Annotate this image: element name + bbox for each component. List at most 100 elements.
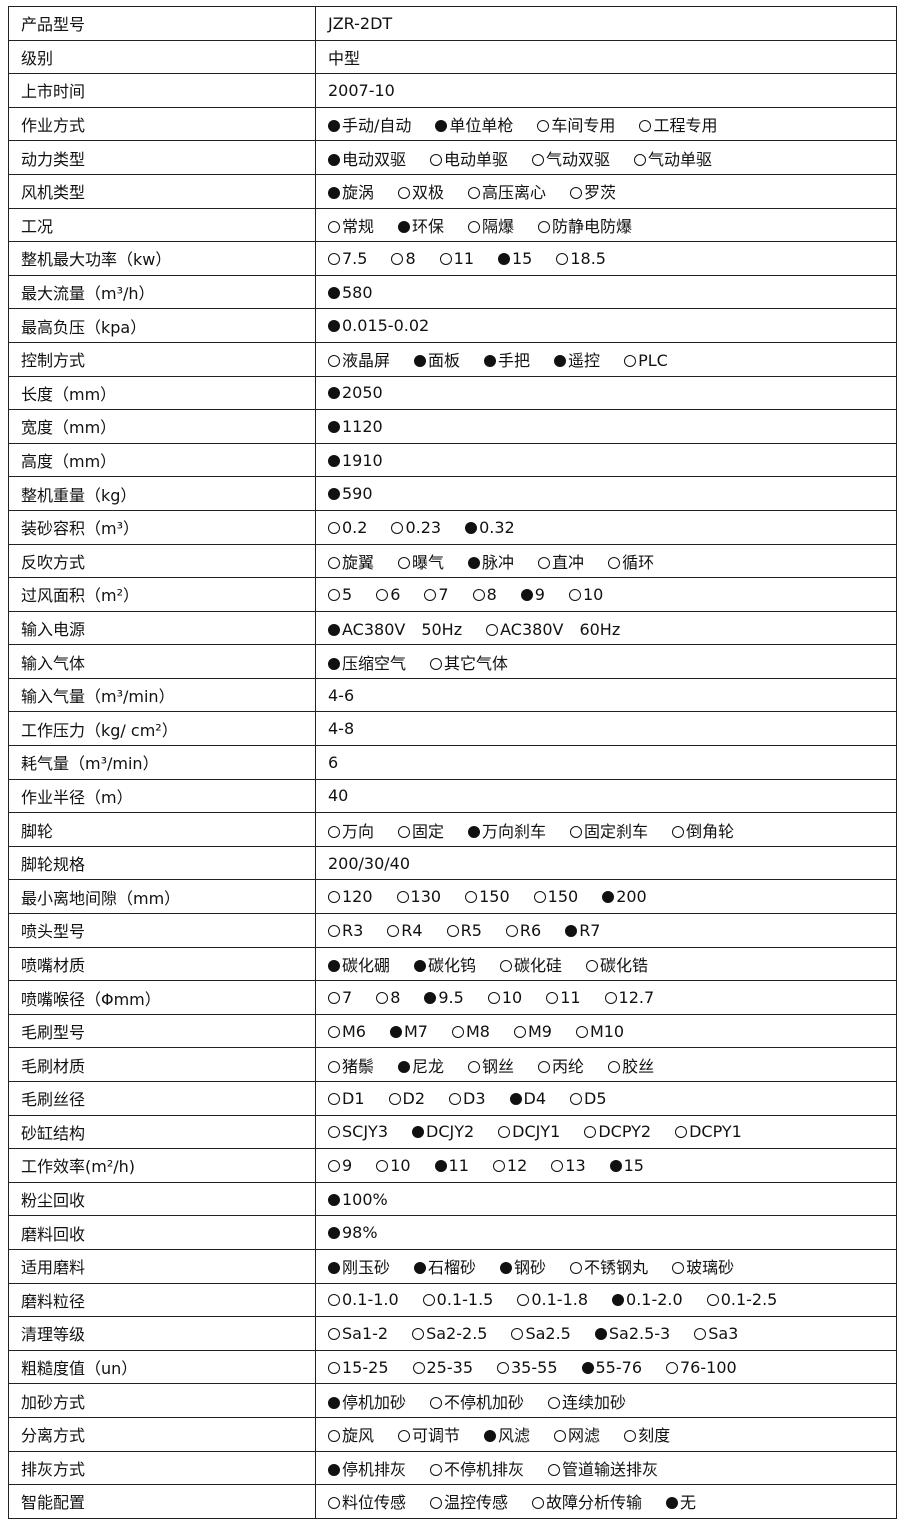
option-label: 11 (453, 248, 474, 268)
spec-option: 9.5 (424, 988, 464, 1007)
option-label: 旋涡 (342, 183, 375, 203)
table-row: 毛刷材质 猪鬃 尼龙 钢丝 丙纶 胶丝 (8, 1047, 897, 1082)
option-label: 12.7 (618, 988, 655, 1008)
empty-circle-icon (391, 252, 404, 265)
option-label: 玻璃砂 (686, 1258, 735, 1278)
table-row: 过风面积（m²） 5 6 7 8 9 10 (8, 577, 897, 612)
spec-option: 罗茨 (570, 179, 616, 203)
spec-value: 旋涡 双极 高压离心 罗茨 (315, 173, 897, 209)
option-label: 0.23 (405, 517, 442, 537)
option-label: DCJY2 (426, 1122, 475, 1142)
spec-option: 工程专用 (639, 112, 717, 136)
spec-option: R7 (565, 921, 600, 940)
spec-option: M8 (451, 1022, 490, 1041)
empty-circle-icon (328, 1361, 340, 1374)
spec-label: 长度（mm） (8, 375, 316, 411)
table-row: 作业半径（m） 40 (8, 778, 897, 814)
spec-value: SCJY3 DCJY2 DCJY1 DCPY2 DCPY1 (315, 1114, 897, 1150)
option-label: 7.5 (342, 248, 368, 268)
spec-value: 手动/自动 单位单枪 车间专用 工程专用 (315, 106, 897, 142)
empty-circle-icon (608, 556, 621, 569)
table-row: 作业方式 手动/自动 单位单枪 车间专用 工程专用 (8, 106, 897, 142)
spec-option: 15 (609, 1156, 644, 1175)
empty-circle-icon (328, 891, 340, 904)
spec-option: 8 (376, 988, 400, 1007)
filled-circle-icon (328, 120, 340, 133)
spec-option: 10 (487, 988, 522, 1007)
option-label: 胶丝 (622, 1056, 655, 1076)
spec-option: Sa2.5-3 (594, 1324, 670, 1343)
empty-circle-icon (487, 992, 500, 1005)
option-label: 石榴砂 (428, 1258, 477, 1278)
spec-value: D1 D2 D3 D4 D5 (315, 1081, 897, 1116)
table-row: 上市时间 2007-10 (8, 73, 897, 108)
option-label: 刚玉砂 (342, 1258, 391, 1278)
empty-circle-icon (398, 825, 411, 838)
spec-option: 石榴砂 (414, 1254, 476, 1278)
table-row: 喷嘴喉径（Φmm） 7 8 9.5 10 11 12.7 (8, 980, 897, 1015)
spec-label: 适用磨料 (8, 1248, 316, 1284)
spec-option: 万向刹车 (468, 818, 546, 842)
empty-circle-icon (586, 959, 599, 972)
spec-label: 脚轮 (8, 812, 316, 847)
option-label: 0.1-1.5 (436, 1290, 494, 1310)
spec-option: 7.5 (328, 249, 367, 268)
empty-circle-icon (511, 1327, 524, 1340)
option-label: 钢砂 (514, 1258, 547, 1278)
spec-option: 8 (472, 584, 497, 604)
spec-option: M7 (389, 1022, 428, 1041)
table-row: 高度（mm） 1910 (8, 442, 897, 478)
table-row: 风机类型 旋涡 双极 高压离心 罗茨 (8, 173, 897, 209)
option-label: 不停机排灰 (444, 1459, 525, 1479)
empty-circle-icon (537, 120, 550, 133)
empty-circle-icon (492, 1159, 505, 1172)
empty-circle-icon (388, 1092, 401, 1105)
spec-option: 5 (328, 585, 352, 604)
spec-option: 200 (602, 887, 647, 906)
option-label: 18.5 (570, 248, 606, 268)
spec-option: 18.5 (556, 249, 606, 268)
spec-option: 2050 (328, 383, 383, 402)
empty-circle-icon (498, 1126, 511, 1139)
filled-circle-icon (328, 1262, 340, 1275)
spec-option: 钢砂 (500, 1254, 546, 1278)
spec-option: 管道输送排灰 (548, 1456, 658, 1480)
spec-option: 手把 (484, 347, 530, 371)
spec-option: 钢丝 (468, 1053, 514, 1077)
spec-option: 120 (328, 887, 373, 906)
option-label: 9 (342, 1155, 353, 1175)
spec-value: 0.015-0.02 (315, 308, 897, 343)
spec-label: 工况 (8, 207, 316, 243)
empty-circle-icon (430, 1497, 443, 1510)
spec-option: 电动单驱 (430, 146, 508, 170)
spec-value: 0.2 0.23 0.32 (315, 509, 897, 545)
option-label: 8 (486, 584, 497, 604)
spec-option: 风滤 (484, 1422, 530, 1446)
spec-option: M9 (513, 1022, 552, 1041)
spec-value: M6 M7 M8 M9 M10 (315, 1013, 897, 1049)
spec-value: 98% (315, 1215, 897, 1250)
option-label: 固定 (412, 821, 445, 841)
empty-circle-icon (472, 588, 485, 601)
filled-circle-icon (328, 488, 340, 501)
spec-option: Sa3 (694, 1324, 738, 1343)
option-label: 遥控 (568, 351, 601, 371)
spec-option: 旋翼 (328, 549, 374, 573)
spec-label: 控制方式 (8, 341, 316, 377)
spec-option: 1910 (328, 451, 383, 470)
option-label: 固定刹车 (584, 821, 649, 841)
option-label: 11 (560, 988, 581, 1008)
spec-option: 碳化钨 (414, 952, 476, 976)
table-row: 加砂方式 停机加砂 不停机加砂 连续加砂 (8, 1383, 897, 1418)
spec-option: AC380V 60Hz (486, 616, 620, 640)
table-row: 适用磨料 刚玉砂 石榴砂 钢砂 不锈钢丸 玻璃砂 (8, 1248, 897, 1284)
spec-option: Sa1-2 (328, 1324, 388, 1343)
option-label: 倒角轮 (686, 821, 735, 841)
filled-circle-icon (328, 187, 340, 200)
option-label: 电动单驱 (444, 149, 509, 169)
spec-option: 0.1-1.8 (517, 1290, 588, 1309)
filled-circle-icon (484, 1430, 497, 1443)
table-row: 脚轮 万向 固定 万向刹车 固定刹车 倒角轮 (8, 812, 897, 847)
empty-circle-icon (666, 1361, 678, 1374)
option-label: 1910 (342, 450, 383, 470)
